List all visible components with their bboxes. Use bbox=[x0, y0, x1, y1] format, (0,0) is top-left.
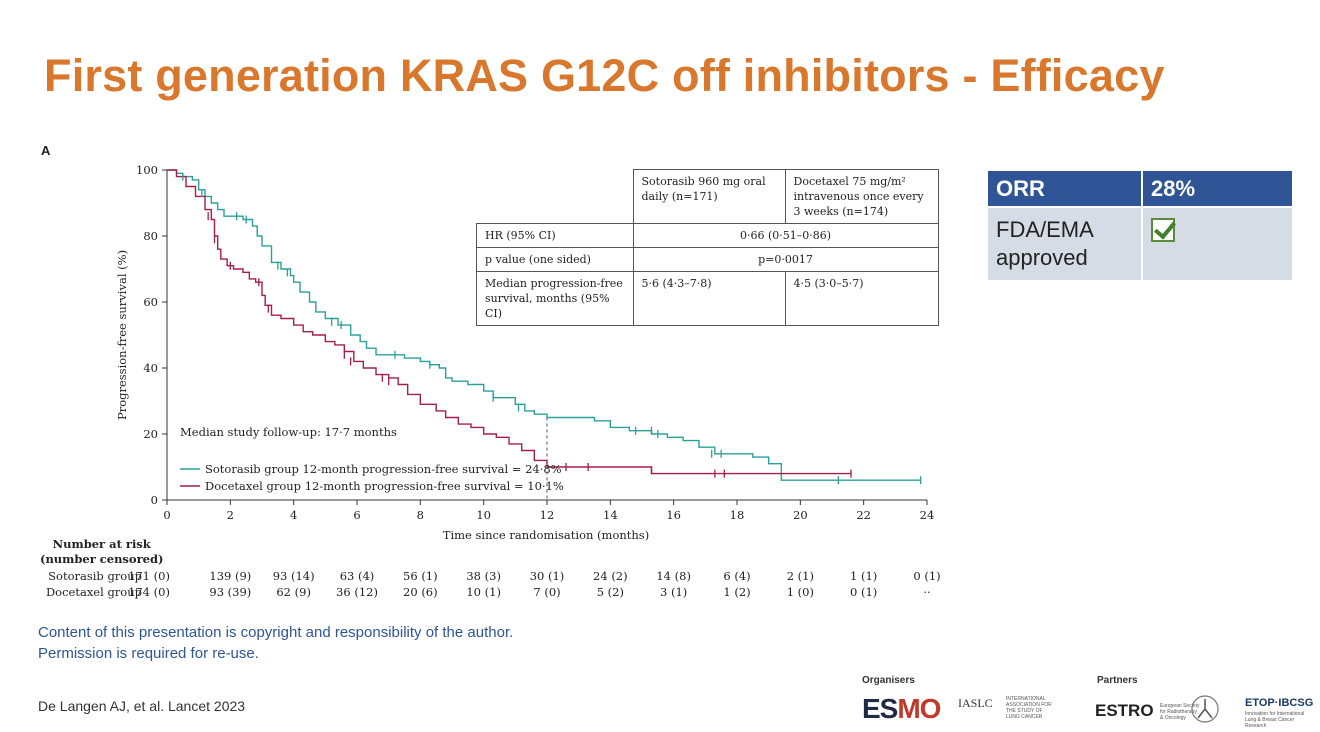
x-tick-label: 12 bbox=[540, 508, 555, 522]
risk-cell: 14 (8) bbox=[656, 569, 691, 583]
risk-cell: ·· bbox=[923, 585, 931, 599]
chart-y-axis-label: Progression-free survival (%) bbox=[115, 250, 129, 420]
efficacy-stats-table: Sotorasib 960 mg oral daily (n=171) Doce… bbox=[476, 169, 939, 326]
stats-col-docetaxel-header: Docetaxel 75 mg/m² intravenous once ever… bbox=[784, 169, 939, 224]
risk-row-label: Sotorasib group bbox=[48, 569, 142, 583]
esmo-logo-mo: MO bbox=[897, 693, 941, 724]
risk-cell: 30 (1) bbox=[529, 569, 565, 583]
esmo-logo-es: ES bbox=[862, 693, 898, 724]
risk-row-label: Docetaxel group bbox=[45, 585, 142, 599]
risk-cell: 0 (1) bbox=[913, 569, 941, 583]
risk-cell: 1 (1) bbox=[850, 569, 878, 583]
stats-col-sotorasib-header: Sotorasib 960 mg oral daily (n=171) bbox=[632, 169, 786, 224]
x-tick-label: 22 bbox=[856, 508, 871, 522]
risk-cell: 1 (2) bbox=[723, 585, 751, 599]
orr-label: ORR bbox=[988, 171, 1143, 207]
risk-cell: 2 (1) bbox=[786, 569, 814, 583]
partners-label: Partners bbox=[1097, 675, 1138, 686]
etop-logo: ETOP·IBCSG bbox=[1245, 697, 1314, 709]
risk-cell: 63 (4) bbox=[339, 569, 375, 583]
risk-cell: 139 (9) bbox=[209, 569, 252, 583]
stats-median-docetaxel: 4·5 (3·0–5·7) bbox=[784, 271, 939, 326]
chart-legend: Sotorasib group 12-month progression-fre… bbox=[180, 462, 564, 493]
y-tick-label: 40 bbox=[143, 361, 158, 375]
risk-cell: 10 (1) bbox=[466, 585, 501, 599]
organisers-label: Organisers bbox=[862, 675, 915, 686]
sotorasib-curve bbox=[167, 169, 921, 481]
risk-cell: 24 (2) bbox=[593, 569, 628, 583]
x-tick-label: 2 bbox=[227, 508, 234, 522]
risk-cell: 1 (0) bbox=[786, 585, 814, 599]
risk-cell: 36 (12) bbox=[336, 585, 378, 599]
approval-label: FDA/EMA approved bbox=[988, 206, 1143, 280]
risk-cell: 56 (1) bbox=[403, 569, 438, 583]
chart-annotation: Median study follow-up: 17·7 months bbox=[180, 425, 397, 439]
citation: De Langen AJ, et al. Lancet 2023 bbox=[38, 698, 246, 714]
chart-censor-marks bbox=[182, 172, 922, 485]
orr-value: 28% bbox=[1142, 171, 1294, 207]
approval-label-line2: approved bbox=[996, 245, 1088, 270]
estro-logo: ESTRO bbox=[1095, 701, 1154, 720]
y-tick-label: 80 bbox=[143, 229, 158, 243]
x-tick-label: 10 bbox=[476, 508, 491, 522]
x-tick-label: 18 bbox=[730, 508, 745, 522]
iaslc-logo-subtext: INTERNATIONAL ASSOCIATION FOR THE STUDY … bbox=[1006, 696, 1052, 720]
y-tick-label: 100 bbox=[136, 163, 158, 177]
panel-label: A bbox=[41, 143, 51, 158]
chart-x-axis-label: Time since randomisation (months) bbox=[443, 528, 649, 542]
risk-cell: 93 (14) bbox=[272, 569, 315, 583]
approved-check-icon bbox=[1151, 218, 1175, 242]
x-tick-label: 4 bbox=[290, 508, 297, 522]
risk-cell: 3 (1) bbox=[660, 585, 688, 599]
risk-cell: 174 (0) bbox=[128, 585, 170, 599]
slide-title: First generation KRAS G12C off inhibitor… bbox=[44, 50, 1165, 101]
copyright-line1: Content of this presentation is copyrigh… bbox=[38, 624, 514, 641]
copyright-notice: Content of this presentation is copyrigh… bbox=[38, 622, 513, 664]
stats-p-label: p value (one sided) bbox=[476, 247, 634, 272]
x-tick-label: 0 bbox=[163, 508, 170, 522]
risk-cell: 7 (0) bbox=[533, 585, 561, 599]
stats-hr-label: HR (95% CI) bbox=[476, 223, 634, 248]
y-tick-label: 0 bbox=[151, 493, 158, 507]
x-tick-label: 16 bbox=[666, 508, 681, 522]
iaslc-logo: IASLC INTERNATIONAL ASSOCIATION FOR THE … bbox=[958, 694, 1052, 720]
legend-label-docetaxel: Docetaxel group 12-month progression-fre… bbox=[205, 479, 564, 493]
approval-label-line1: FDA/EMA bbox=[996, 217, 1094, 242]
lung-partner-logo-icon bbox=[1191, 695, 1219, 723]
x-tick-label: 14 bbox=[603, 508, 618, 522]
estro-logo-subtext: European Society for Radiotherapy & Onco… bbox=[1160, 703, 1200, 721]
x-tick-label: 8 bbox=[417, 508, 424, 522]
risk-header-line1: Number at risk bbox=[52, 537, 151, 551]
risk-cell: 20 (6) bbox=[403, 585, 438, 599]
etop-logo-subtext: Innovation for International Lung & Brea… bbox=[1245, 711, 1305, 729]
risk-cell: 93 (39) bbox=[209, 585, 252, 599]
risk-cell: 5 (2) bbox=[596, 585, 624, 599]
orr-summary-table: ORR 28% FDA/EMA approved bbox=[988, 171, 1294, 280]
risk-cell: 62 (9) bbox=[276, 585, 311, 599]
stats-hr-value: 0·66 (0·51–0·86) bbox=[632, 223, 939, 248]
x-tick-label: 6 bbox=[353, 508, 360, 522]
copyright-line2: Permission is required for re-use. bbox=[38, 645, 259, 662]
risk-cell: 0 (1) bbox=[850, 585, 878, 599]
x-tick-label: 24 bbox=[920, 508, 935, 522]
risk-cell: 6 (4) bbox=[723, 569, 751, 583]
risk-cell: 171 (0) bbox=[128, 569, 170, 583]
stats-median-label: Median progression-free survival, months… bbox=[476, 271, 634, 326]
risk-header-line2: (number censored) bbox=[40, 552, 164, 566]
risk-cell: 38 (3) bbox=[466, 569, 501, 583]
y-tick-label: 60 bbox=[143, 295, 158, 309]
iaslc-logo-text: IASLC bbox=[958, 696, 993, 710]
y-tick-label: 20 bbox=[143, 427, 158, 441]
legend-label-sotorasib: Sotorasib group 12-month progression-fre… bbox=[205, 462, 562, 476]
risk-table-header: Number at risk (number censored) bbox=[40, 537, 163, 567]
stats-median-sotorasib: 5·6 (4·3–7·8) bbox=[632, 271, 786, 326]
stats-p-value: p=0·0017 bbox=[632, 247, 939, 272]
esmo-logo: ESMO bbox=[862, 693, 941, 725]
x-tick-label: 20 bbox=[793, 508, 808, 522]
